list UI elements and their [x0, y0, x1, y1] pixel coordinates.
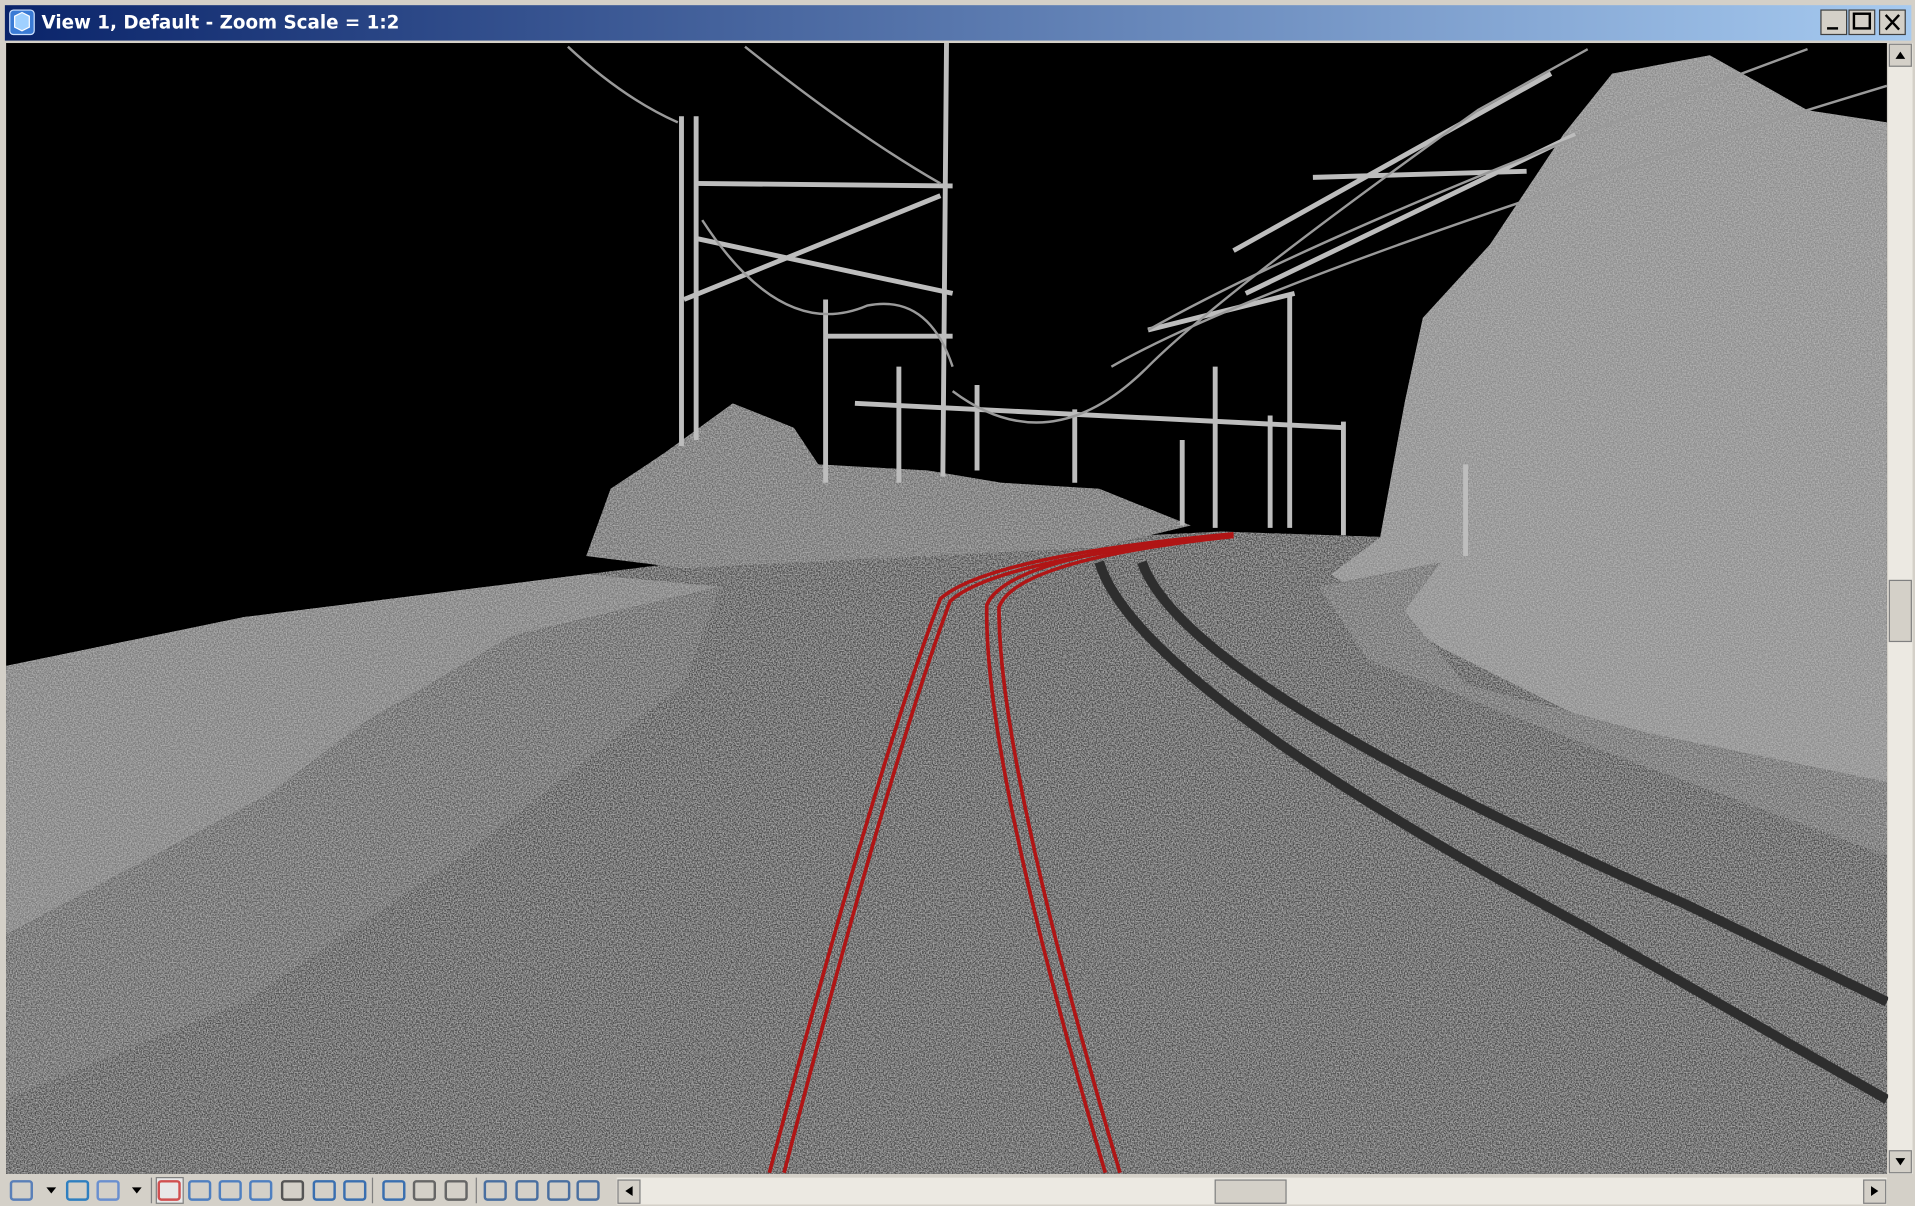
page: View 1, Default - Zoom Scale = 1:2: [0, 0, 1915, 1206]
vertical-scrollbar[interactable]: [1888, 43, 1912, 1174]
close-button[interactable]: [1880, 10, 1906, 34]
horizontal-scrollbar[interactable]: [617, 1178, 1887, 1205]
app-window: View 1, Default - Zoom Scale = 1:2: [0, 0, 1915, 1206]
window-title: View 1, Default - Zoom Scale = 1:2: [42, 12, 400, 33]
point-cloud-viewport[interactable]: [6, 43, 1887, 1174]
window-icon: [10, 10, 34, 34]
maximize-button[interactable]: [1849, 10, 1875, 34]
minimize-button[interactable]: [1821, 10, 1847, 34]
